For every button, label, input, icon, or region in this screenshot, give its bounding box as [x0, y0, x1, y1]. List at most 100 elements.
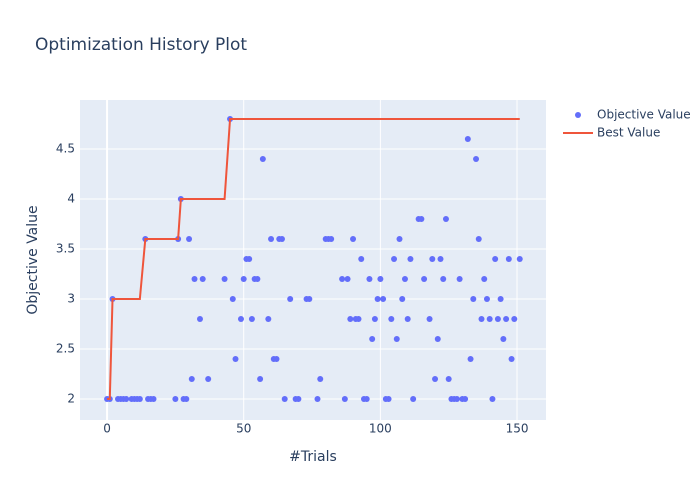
best-line — [107, 118, 520, 400]
data-point — [366, 276, 373, 282]
data-point — [462, 396, 469, 402]
data-point — [369, 336, 376, 342]
data-point — [259, 156, 266, 162]
data-point — [505, 256, 512, 262]
data-point — [278, 236, 285, 242]
y-axis-title: Objective Value — [25, 205, 41, 314]
data-point — [150, 396, 157, 402]
data-point — [328, 236, 335, 242]
y-tick-label: 2 — [67, 392, 75, 406]
data-point — [404, 316, 411, 322]
data-point — [246, 256, 253, 262]
data-point — [232, 356, 239, 362]
data-point — [265, 316, 272, 322]
data-point — [393, 336, 400, 342]
data-point — [295, 396, 302, 402]
legend-label: Best Value — [597, 126, 660, 140]
data-point — [399, 296, 406, 302]
data-point — [221, 276, 228, 282]
data-point — [196, 316, 203, 322]
data-point — [410, 396, 417, 402]
data-point — [136, 396, 143, 402]
data-point — [481, 276, 488, 282]
data-point — [344, 276, 351, 282]
chart-title: Optimization History Plot — [35, 35, 247, 55]
data-point — [317, 376, 324, 382]
data-point — [374, 296, 381, 302]
data-point — [421, 276, 428, 282]
data-point — [355, 316, 362, 322]
data-point — [188, 376, 195, 382]
y-tick-label: 3 — [67, 292, 75, 306]
data-point — [350, 236, 357, 242]
data-point — [432, 376, 439, 382]
data-point — [123, 396, 130, 402]
x-axis-title: #Trials — [289, 449, 337, 465]
data-point — [287, 296, 294, 302]
data-point — [391, 256, 398, 262]
data-point — [492, 256, 499, 262]
data-point — [186, 236, 193, 242]
y-tick-label: 2.5 — [56, 342, 75, 356]
x-tick-label: 150 — [506, 422, 529, 436]
data-point — [191, 276, 198, 282]
data-point — [273, 356, 280, 362]
data-point — [500, 336, 507, 342]
data-point — [388, 316, 395, 322]
data-point — [511, 316, 518, 322]
y-tick-label: 4.5 — [56, 142, 75, 156]
data-point — [240, 276, 247, 282]
data-point — [306, 296, 313, 302]
data-point — [494, 316, 501, 322]
y-tick-label: 4 — [67, 192, 75, 206]
data-point — [508, 356, 515, 362]
data-point — [497, 296, 504, 302]
data-point — [464, 136, 471, 142]
data-point — [429, 256, 436, 262]
data-point — [199, 276, 206, 282]
data-point — [456, 276, 463, 282]
data-point — [371, 316, 378, 322]
data-point — [426, 316, 433, 322]
data-point — [434, 336, 441, 342]
data-point — [183, 396, 190, 402]
data-point — [248, 316, 255, 322]
data-point — [516, 256, 523, 262]
data-point — [401, 276, 408, 282]
legend-label: Objective Value — [597, 108, 691, 122]
data-point — [445, 376, 452, 382]
x-tick-label: 100 — [369, 422, 392, 436]
data-point — [437, 256, 444, 262]
data-point — [396, 236, 403, 242]
x-tick-label: 50 — [236, 422, 251, 436]
data-point — [254, 276, 261, 282]
data-point — [442, 216, 449, 222]
legend-marker — [575, 112, 581, 118]
data-point — [475, 236, 482, 242]
data-point — [314, 396, 321, 402]
data-point — [385, 396, 392, 402]
data-point — [407, 256, 414, 262]
data-point — [470, 296, 477, 302]
data-point — [347, 316, 354, 322]
data-point — [205, 376, 212, 382]
data-point — [358, 256, 365, 262]
data-point — [237, 316, 244, 322]
data-point — [503, 316, 510, 322]
data-point — [363, 396, 370, 402]
data-point — [440, 276, 447, 282]
plot-area — [80, 100, 546, 420]
data-point — [486, 316, 493, 322]
data-point — [473, 156, 480, 162]
data-point — [341, 396, 348, 402]
data-point — [478, 316, 485, 322]
data-point — [172, 396, 179, 402]
data-point — [467, 356, 474, 362]
data-point — [483, 296, 490, 302]
data-point — [229, 296, 236, 302]
data-point — [380, 296, 387, 302]
data-point — [339, 276, 346, 282]
data-point — [489, 396, 496, 402]
data-point — [281, 396, 288, 402]
